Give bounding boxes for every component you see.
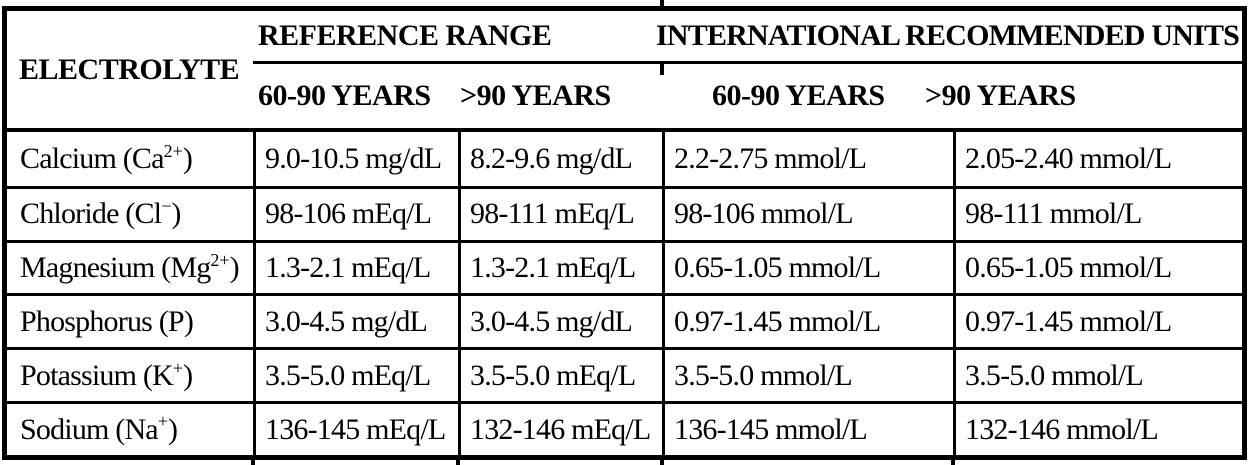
intl-60-90-cell: 3.5-5.0 mmol/L [662,347,953,402]
ref-gt90-cell: 3.0-4.5 mg/dL [458,293,662,348]
ref-gt90-cell: 3.5-5.0 mEq/L [458,347,662,402]
ref-60-90-cell: 9.0-10.5 mg/dL [253,132,458,186]
electrolyte-name-cell: Sodium (Na +) [7,401,253,455]
intl-60-90-cell: 2.2-2.75 mmol/L [662,132,953,186]
intl-gt90-cell: 98-111 mmol/L [953,185,1242,240]
ref-gt90-cell: 98-111 mEq/L [458,185,662,240]
intl-gt90-cell: 3.5-5.0 mmol/L [953,347,1242,402]
ref-gt90-cell: 1.3-2.1 mEq/L [458,239,662,294]
electrolyte-name-close: ) [182,141,193,175]
intl-gt90-cell: 132-146 mmol/L [953,401,1242,455]
header-right-section: REFERENCE RANGE INTERNATIONAL RECOMMENDE… [253,11,1242,128]
subheader-row: 60-90 YEARS >90 YEARS 60-90 YEARS >90 YE… [253,64,1242,128]
column-header-electrolyte: ELECTROLYTE [19,52,240,86]
group-header-international-units: INTERNATIONAL RECOMMENDED UNITS [656,19,1240,52]
electrolyte-name-close: ) [183,304,194,338]
electrolyte-name-cell: Magnesium (Mg 2+) [7,239,253,294]
intl-60-90-cell: 0.97-1.45 mmol/L [662,293,953,348]
ref-60-90-cell: 3.0-4.5 mg/dL [253,293,458,348]
electrolyte-name: Magnesium (Mg [20,251,211,285]
electrolyte-name: Phosphorus (P [20,304,185,338]
table-header: ELECTROLYTE REFERENCE RANGE INTERNATIONA… [7,11,1242,128]
intl-60-90-cell: 98-106 mmol/L [662,185,953,240]
electrolyte-name-cell: Phosphorus (P) [7,293,253,347]
intl-gt90-cell: 2.05-2.40 mmol/L [953,132,1242,186]
electrolyte-name: Calcium (Ca [20,141,164,175]
electrolyte-name-close: ) [229,251,240,285]
ref-60-90-cell: 136-145 mEq/L [253,401,458,455]
electrolyte-name: Potassium (K [20,358,174,392]
subheader-intl-gt90: >90 YEARS [925,79,1076,112]
intl-gt90-cell: 0.65-1.05 mmol/L [953,239,1242,294]
electrolyte-reference-table: ELECTROLYTE REFERENCE RANGE INTERNATIONA… [2,6,1247,460]
ref-60-90-cell: 3.5-5.0 mEq/L [253,347,458,402]
column-divider-tick-bottom [660,460,664,465]
electrolyte-name-cell: Chloride (Cl −) [7,185,253,240]
column-divider-tick-underline [660,61,664,75]
electrolyte-name-cell: Potassium (K +) [7,347,253,401]
intl-60-90-cell: 136-145 mmol/L [662,401,953,455]
electrolyte-name-cell: Calcium (Ca 2+) [20,140,193,175]
intl-gt90-cell: 0.97-1.45 mmol/L [953,293,1242,348]
subheader-intl-60-90: 60-90 YEARS [712,79,885,112]
electrolyte-name: Chloride (Cl [20,197,162,231]
electrolyte-name: Sodium (Na [20,412,159,446]
intl-60-90-cell: 0.65-1.05 mmol/L [662,239,953,294]
column-divider-tick-top [660,0,664,11]
electrolyte-name-close: ) [171,197,181,231]
column-divider-tick-bottom [951,460,955,465]
column-divider-tick-bottom [456,460,460,465]
ref-gt90-cell: 8.2-9.6 mg/dL [458,132,662,186]
electrolyte-name-close: ) [183,358,193,392]
ref-60-90-cell: 98-106 mEq/L [253,185,458,240]
electrolyte-name-close: ) [167,412,178,446]
ref-60-90-cell: 1.3-2.1 mEq/L [253,239,458,294]
subheader-ref-gt90: >90 YEARS [460,79,611,112]
table-body: Calcium (Ca 2+) 9.0-10.5 mg/dL 8.2-9.6 mg… [7,128,1242,455]
group-header-reference-range: REFERENCE RANGE [258,19,552,52]
group-header-row: REFERENCE RANGE INTERNATIONAL RECOMMENDE… [253,11,1242,64]
subheader-ref-60-90: 60-90 YEARS [258,79,431,112]
column-divider-tick-bottom [251,460,255,465]
ref-gt90-cell: 132-146 mEq/L [458,401,662,455]
